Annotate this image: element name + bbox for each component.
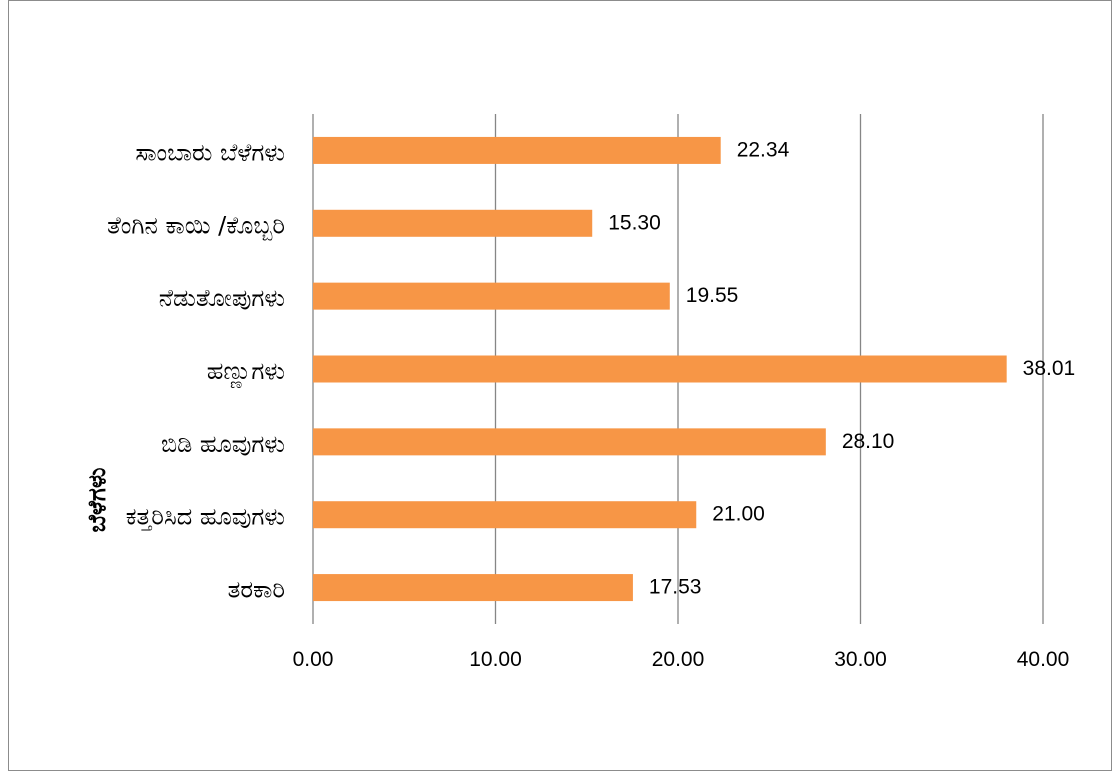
x-tick-label: 10.00: [469, 648, 522, 671]
bar: [313, 355, 1007, 383]
data-label: 19.55: [686, 284, 739, 307]
data-label: 28.10: [842, 430, 895, 453]
chart-frame: [8, 0, 1112, 771]
bar: [313, 282, 670, 310]
category-label: ಕತ್ತರಿಸಿದ ಹೂವುಗಳು: [126, 503, 285, 531]
bar: [313, 209, 593, 237]
data-label: 15.30: [608, 211, 661, 234]
bar: [313, 501, 697, 529]
x-tick-label: 20.00: [652, 648, 705, 671]
x-tick-label: 30.00: [834, 648, 887, 671]
x-tick-labels: 0.00 10.00 20.00 30.00 40.00: [293, 648, 1070, 671]
data-label: 38.01: [1023, 357, 1076, 380]
bar: [313, 428, 826, 456]
x-tick-label: 0.00: [293, 648, 334, 671]
category-label: ಬಿಡಿ ಹೂವುಗಳು: [161, 430, 285, 458]
data-label: 21.00: [712, 503, 765, 526]
bar: [313, 574, 633, 602]
category-label: ಹಣ್ಣುಗಳು: [207, 357, 285, 388]
data-label: 22.34: [737, 138, 790, 161]
category-label: ನೆಡುತೋಪುಗಳು: [159, 284, 285, 312]
category-label: ತರಕಾರಿ: [228, 576, 285, 604]
category-label: ಸಾಂಬಾರು ಬೆಳೆಗಳು: [135, 138, 285, 166]
category-label: ತೆಂಗಿನ ಕಾಯಿ /ಕೊಬ್ಬರಿ: [107, 211, 285, 240]
x-tick-label: 40.00: [1017, 648, 1070, 671]
bar: [313, 136, 721, 164]
data-labels: 22.34 15.30 19.55 38.01 28.10 21.00 17.53: [608, 138, 1075, 598]
bars: [313, 136, 1007, 602]
data-label: 17.53: [649, 576, 702, 599]
category-labels: ಸಾಂಬಾರು ಬೆಳೆಗಳು ತೆಂಗಿನ ಕಾಯಿ /ಕೊಬ್ಬರಿ ನೆಡುತ…: [107, 138, 285, 603]
y-axis-title: ಬೆಳೆಗಳು: [83, 467, 111, 532]
